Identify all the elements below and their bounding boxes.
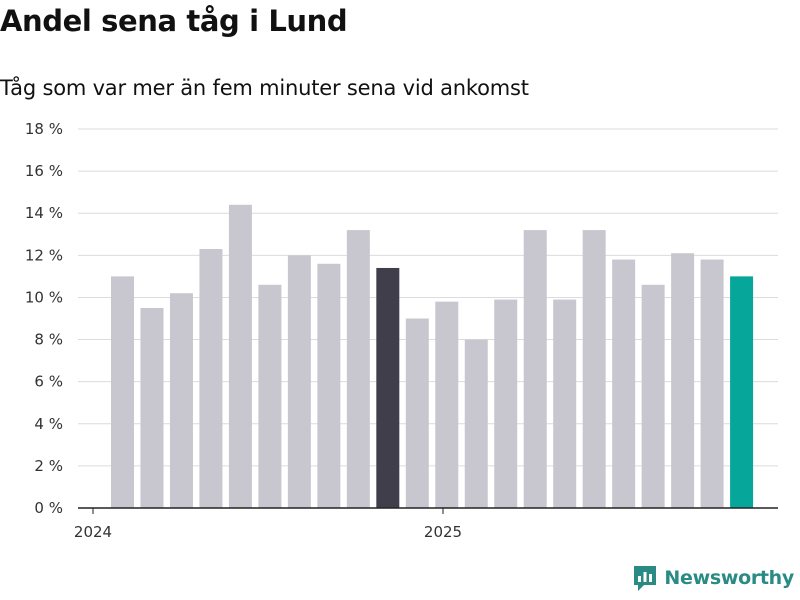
bar-2024-09 [346,230,370,509]
brand-name: Newsworthy [664,567,794,589]
x-axis-ticks: 2024 2025 [74,508,462,541]
bar-2025-07 [641,284,665,508]
bar-2024-02 [140,307,164,508]
chart-subtitle: Tåg som var mer än fem minuter sena vid … [0,76,529,100]
x-tick-label-2024: 2024 [74,523,112,541]
bar-2025-03 [523,230,547,509]
newsworthy-logo: Newsworthy [632,564,794,592]
y-tick-label: 2 % [34,457,63,475]
bar-2025-10 [730,276,754,508]
y-tick-label: 8 % [34,331,63,349]
bar-2024-03 [169,293,193,508]
bar-2024-05 [228,204,252,509]
bar-2024-01 [111,276,134,508]
y-tick-label: 12 % [25,246,63,264]
bar-2024-11 [405,318,429,508]
bar-2025-05 [582,230,606,509]
y-tick-label: 18 % [25,120,63,138]
y-tick-label: 16 % [25,162,63,180]
bar-2024-10 [376,267,400,508]
y-axis-ticks: 0 % 2 % 4 % 6 % 8 % 10 % 12 % 14 % 16 % 18 % [25,120,63,517]
bar-2024-06 [258,284,282,508]
bar-2025-02 [494,299,518,508]
bar-2025-06 [612,259,636,508]
y-tick-label: 0 % [34,499,63,517]
bar-2024-04 [199,249,223,508]
chart-title: Andel sena tåg i Lund [0,4,348,38]
bars [111,204,754,509]
y-tick-label: 14 % [25,204,63,222]
bar-2024-07 [287,255,311,508]
bar-2024-12 [435,301,459,508]
bar-chart: 0 % 2 % 4 % 6 % 8 % 10 % 12 % 14 % 16 % 18 % 2024… [25,120,778,541]
bar-2025-04 [553,299,577,508]
x-tick-label-2025: 2025 [424,523,462,541]
y-tick-label: 4 % [34,415,63,433]
y-tick-label: 10 % [25,288,63,306]
bar-2024-08 [317,263,341,508]
bar-2025-08 [671,253,695,508]
bar-2025-09 [700,259,724,508]
bar-2025-01 [464,339,488,508]
y-tick-label: 6 % [34,373,63,391]
newsworthy-logo-icon [634,566,657,591]
